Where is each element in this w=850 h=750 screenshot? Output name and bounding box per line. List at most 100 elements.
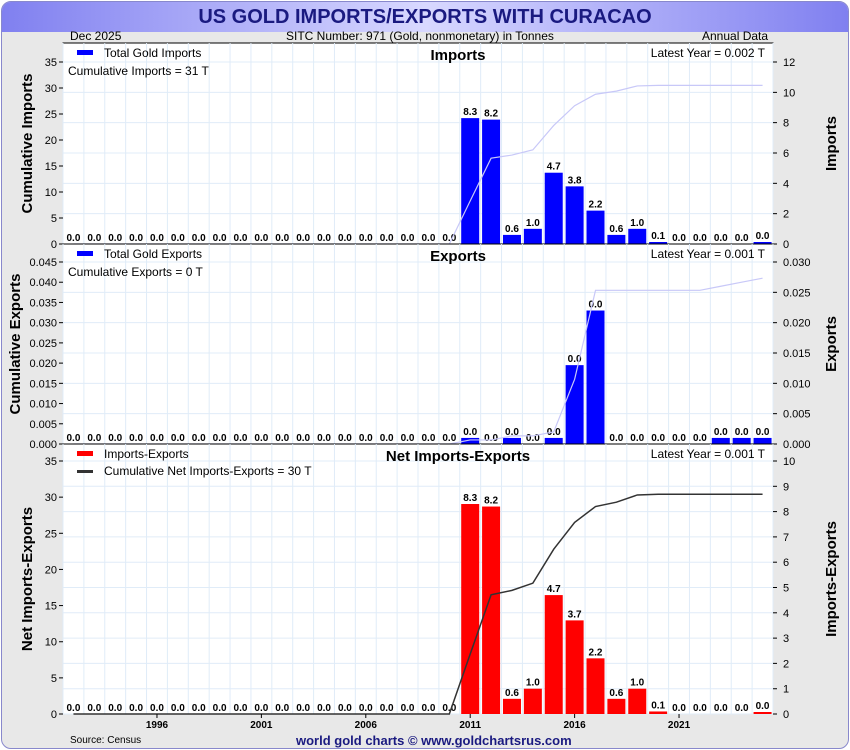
y-axis-title-left: Net Imports-Exports (19, 507, 36, 651)
bar-label-2003: 0.0 (296, 703, 310, 714)
bar-label-2000: 0.0 (234, 433, 248, 444)
bar-label-2008: 0.0 (401, 433, 415, 444)
bar-label-1997: 0.0 (171, 233, 185, 244)
y-axis-title-right: Imports (823, 116, 840, 171)
bar-label-1994: 0.0 (108, 233, 122, 244)
bar-label-2015: 4.7 (547, 162, 561, 173)
tick-label-right: 12 (783, 57, 795, 69)
bar-2013 (502, 234, 521, 244)
y-axis-title-left: Cumulative Imports (19, 73, 36, 213)
bar-2017 (586, 210, 605, 244)
bar-label-2022: 0.0 (693, 433, 707, 444)
legend-swatch (77, 451, 93, 456)
bar-2013 (502, 698, 521, 714)
bar-label-1996: 0.0 (150, 703, 164, 714)
tick-label-left: 0.005 (29, 419, 57, 431)
bar-label-2001: 0.0 (254, 433, 268, 444)
bar-label-2014: 1.0 (526, 678, 540, 689)
bar-label-2025: 0.0 (756, 427, 770, 438)
tick-label-right: 0 (783, 709, 789, 721)
bar-label-2021: 0.0 (672, 703, 686, 714)
panel-title: Imports (430, 47, 485, 64)
bar-2017 (586, 658, 605, 714)
bar-label-2005: 0.0 (338, 703, 352, 714)
tick-label-right: 0.015 (783, 348, 811, 360)
bar-label-1998: 0.0 (192, 433, 206, 444)
tick-label-left: 35 (45, 456, 57, 468)
source-label: Source: Census (70, 735, 142, 746)
latest-year: Latest Year = 0.001 T (651, 247, 766, 261)
cumulative-note: Cumulative Imports = 31 T (68, 64, 210, 78)
bar-label-2012: 0.0 (484, 433, 498, 444)
bar-2012 (482, 506, 501, 714)
bar-label-2006: 0.0 (359, 703, 373, 714)
bar-2015 (544, 595, 563, 714)
tick-label-left: 0.020 (29, 358, 57, 370)
bar-label-2016: 3.7 (568, 609, 582, 620)
bar-label-2012: 8.2 (484, 496, 498, 507)
tick-label-left: 20 (45, 564, 57, 576)
legend-label: Total Gold Exports (104, 247, 202, 261)
bar-label-2021: 0.0 (672, 233, 686, 244)
tick-label-right: 6 (783, 557, 789, 569)
bar-label-1996: 0.0 (150, 433, 164, 444)
bar-label-2002: 0.0 (275, 233, 289, 244)
bar-label-2020: 0.1 (651, 231, 665, 242)
bar-2020 (649, 711, 668, 714)
x-tick-label: 1996 (146, 720, 169, 731)
bar-label-2020: 0.1 (651, 700, 665, 711)
tick-label-left: 5 (51, 673, 57, 685)
bar-label-2023: 0.0 (714, 427, 728, 438)
bar-label-2017: 2.2 (589, 647, 603, 658)
tick-label-left: 25 (45, 528, 57, 540)
bar-2018 (607, 234, 626, 244)
legend-swatch (77, 50, 93, 55)
bar-label-2010: 0.0 (442, 703, 456, 714)
tick-label-left: 5 (51, 213, 57, 225)
bar-label-1998: 0.0 (192, 703, 206, 714)
tick-label-right: 6 (783, 148, 789, 160)
latest-year: Latest Year = 0.002 T (651, 46, 766, 60)
tick-label-right: 0.005 (783, 409, 811, 421)
legend-label: Imports-Exports (104, 447, 189, 461)
tick-label-left: 15 (45, 161, 57, 173)
tick-label-left: 0 (51, 709, 57, 721)
bar-2018 (607, 698, 626, 714)
tick-label-right: 3 (783, 633, 789, 645)
sitc-label: SITC Number: 971 (Gold, nonmonetary) in … (286, 29, 554, 43)
bar-label-1994: 0.0 (108, 703, 122, 714)
tick-label-left: 0 (51, 239, 57, 251)
tick-label-right: 0.030 (783, 257, 811, 269)
bar-2011 (461, 118, 480, 244)
bar-label-2003: 0.0 (296, 433, 310, 444)
bar-label-1993: 0.0 (87, 433, 101, 444)
bar-label-1999: 0.0 (213, 233, 227, 244)
panel-title: Net Imports-Exports (386, 448, 530, 465)
chart-title: US GOLD IMPORTS/EXPORTS WITH CURACAO (2, 2, 848, 32)
tick-label-right: 0.010 (783, 378, 811, 390)
bar-label-2007: 0.0 (380, 233, 394, 244)
bar-label-2006: 0.0 (359, 233, 373, 244)
tick-label-right: 0 (783, 239, 789, 251)
bar-label-2007: 0.0 (380, 433, 394, 444)
site-credit: world gold charts © www.goldchartsrus.co… (296, 733, 572, 748)
tick-label-left: 0.045 (29, 257, 57, 269)
bar-label-1994: 0.0 (108, 433, 122, 444)
tick-label-left: 0.030 (29, 318, 57, 330)
bar-label-2014: 0.0 (526, 433, 540, 444)
bar-2023 (711, 437, 730, 444)
bar-label-2005: 0.0 (338, 433, 352, 444)
bar-label-2013: 0.6 (505, 688, 519, 699)
tick-label-left: 0.015 (29, 378, 57, 390)
bar-label-2009: 0.0 (421, 703, 435, 714)
bar-label-1998: 0.0 (192, 233, 206, 244)
cumulative-line (73, 493, 763, 715)
bar-2016 (565, 365, 584, 444)
bar-label-2018: 0.6 (609, 224, 623, 235)
x-tick-label: 2006 (355, 720, 378, 731)
bar-label-2019: 1.0 (630, 218, 644, 229)
tick-label-right: 4 (783, 608, 789, 620)
x-tick-label: 2001 (250, 720, 273, 731)
bar-label-1995: 0.0 (129, 233, 143, 244)
tick-label-left: 0.040 (29, 277, 57, 289)
